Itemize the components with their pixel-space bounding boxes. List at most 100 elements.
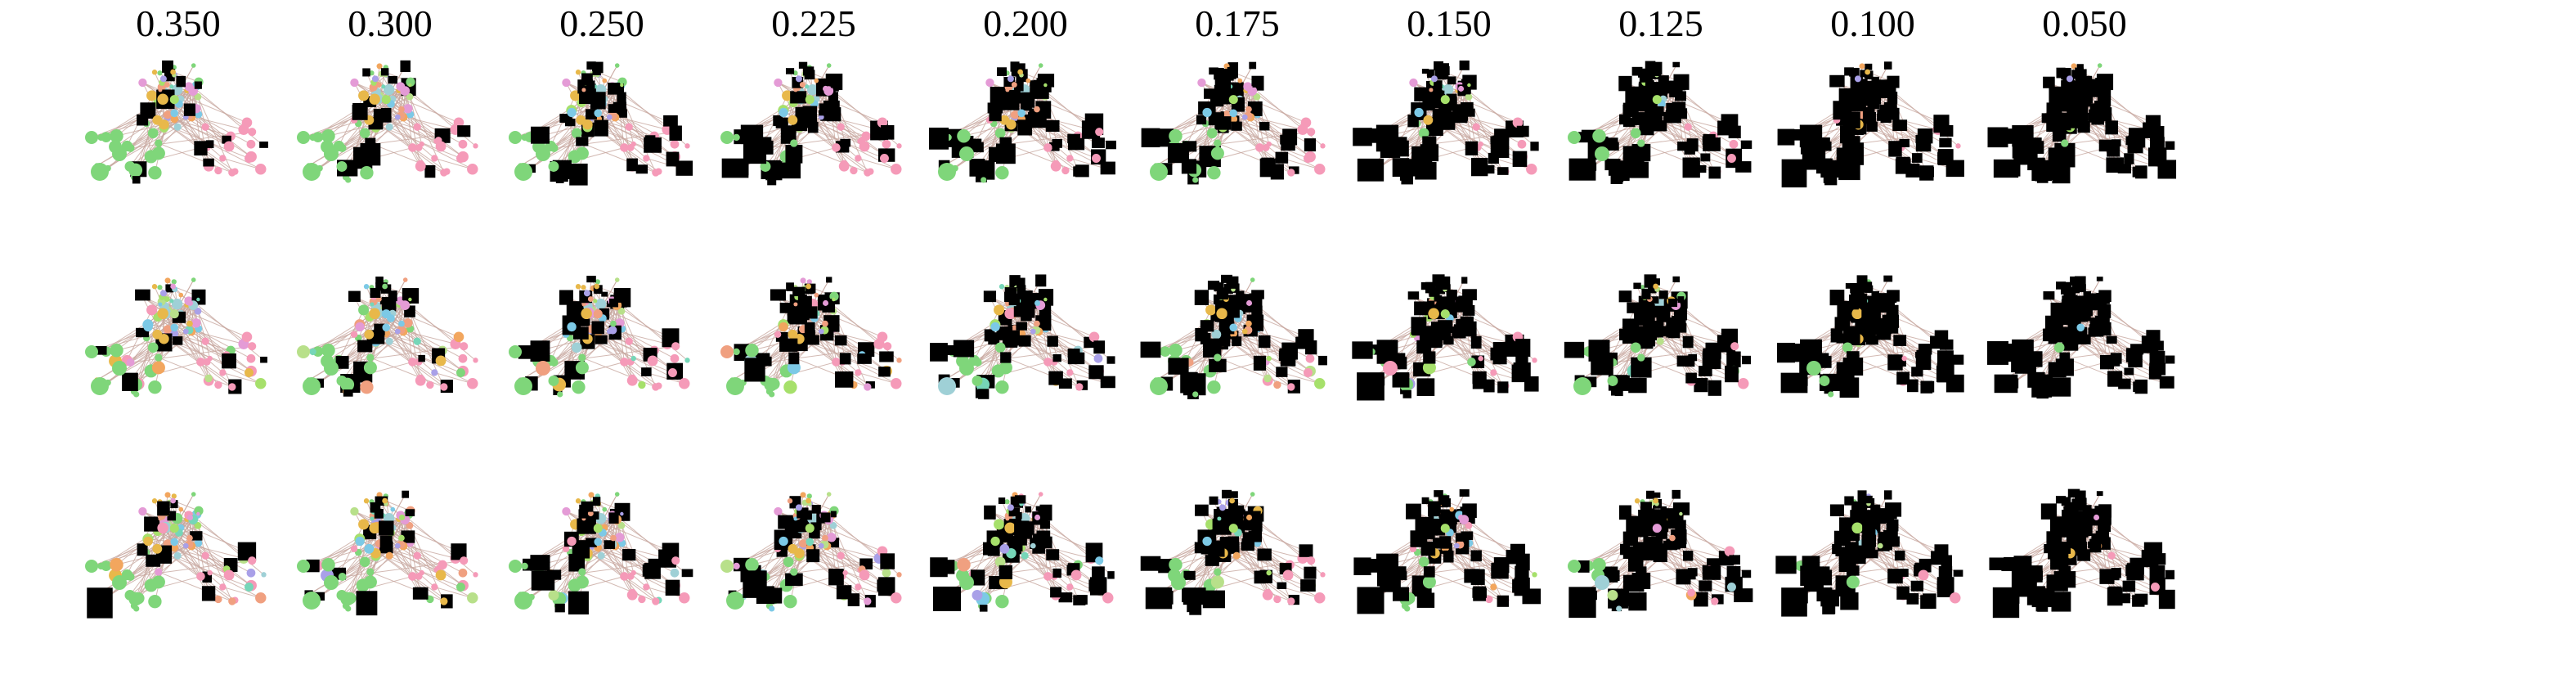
- graph-node: [1066, 155, 1074, 162]
- graph-nodes: [85, 492, 267, 619]
- graph-node: [376, 63, 383, 70]
- graph-node: [148, 595, 162, 609]
- graph-node: [473, 358, 478, 363]
- graph-node: [1314, 378, 1326, 389]
- graph-node: [1458, 85, 1465, 92]
- graph-node: [1211, 329, 1222, 340]
- graph-node: [896, 143, 902, 149]
- graph-node: [366, 353, 375, 362]
- graph-diagram: [720, 61, 902, 186]
- removed-node-square: [581, 73, 593, 86]
- removed-node-square: [1048, 371, 1063, 385]
- graph-nodes: [930, 492, 1115, 612]
- graph-node: [1010, 110, 1020, 119]
- graph-node: [467, 164, 478, 175]
- graph-node: [382, 283, 388, 290]
- removed-node-square: [1252, 80, 1263, 88]
- removed-node-square: [721, 158, 749, 178]
- graph-node: [1038, 492, 1043, 497]
- removed-node-square: [581, 501, 594, 512]
- graph-edge: [1281, 586, 1320, 599]
- graph-node: [413, 551, 421, 560]
- removed-node-square: [343, 389, 353, 397]
- graph-node: [800, 277, 806, 284]
- removed-node-square: [1228, 498, 1238, 510]
- graph-node: [155, 139, 163, 147]
- removed-node-square: [1031, 83, 1043, 92]
- graph-node: [795, 75, 802, 83]
- graph-edge: [397, 545, 442, 576]
- graph-node: [1034, 299, 1041, 306]
- graph-node: [1214, 353, 1222, 362]
- graph-node: [625, 123, 633, 131]
- removed-node-square: [259, 141, 268, 148]
- graph-node: [458, 353, 468, 363]
- graph-nodes: [1353, 60, 1539, 185]
- graph-node: [999, 115, 1010, 125]
- removed-node-square: [237, 542, 257, 561]
- graph-node: [336, 376, 348, 386]
- removed-node-square: [608, 512, 619, 524]
- graph-node: [588, 492, 595, 498]
- graph-node: [581, 88, 586, 92]
- removed-node-square: [617, 295, 626, 303]
- graph-nodes: [1352, 274, 1539, 401]
- graph-node: [670, 353, 680, 363]
- removed-node-square: [379, 520, 394, 536]
- graph-edge: [858, 371, 896, 385]
- removed-node-square: [1277, 582, 1287, 589]
- graph-panel: [504, 49, 700, 245]
- removed-node-square: [1275, 151, 1289, 164]
- graph-nodes: [930, 274, 1115, 399]
- graph-node: [1217, 516, 1222, 521]
- removed-node-square: [1212, 518, 1232, 535]
- graph-node: [321, 557, 335, 572]
- graph-node: [338, 573, 347, 581]
- removed-node-square: [388, 75, 397, 84]
- graph-node: [194, 92, 202, 101]
- graph-node: [509, 560, 522, 573]
- graph-diagram: [297, 277, 478, 397]
- removed-node-square: [1470, 550, 1482, 562]
- removed-node-square: [601, 291, 608, 297]
- graph-node: [1442, 83, 1454, 96]
- graph-node: [158, 302, 163, 307]
- graph-panel: [927, 478, 1124, 674]
- graph-node: [186, 534, 193, 542]
- graph-edge: [523, 555, 602, 601]
- graph-node: [170, 283, 176, 290]
- graph-node: [1465, 521, 1473, 529]
- graph-node: [1034, 514, 1041, 520]
- removed-node-square: [1281, 139, 1295, 151]
- graph-node: [435, 569, 447, 581]
- removed-node-square: [1318, 355, 1327, 366]
- removed-node-square: [1438, 495, 1450, 506]
- graph-node: [1214, 568, 1222, 576]
- removed-node-square: [146, 554, 161, 567]
- graph-node: [408, 572, 417, 581]
- removed-node-square: [1253, 355, 1267, 371]
- graph-edge: [129, 575, 201, 596]
- removed-node-square: [1194, 290, 1209, 305]
- graph-node: [620, 358, 629, 367]
- removed-node-square: [1421, 497, 1429, 505]
- graph-node: [385, 123, 393, 131]
- removed-node-square: [810, 522, 822, 530]
- removed-node-square: [1304, 566, 1317, 579]
- graph-node: [196, 511, 200, 516]
- removed-node-square: [176, 75, 186, 88]
- graph-node: [1404, 605, 1411, 612]
- graph-edge: [820, 116, 865, 147]
- removed-node-square: [1221, 508, 1231, 517]
- graph-node: [169, 524, 179, 533]
- graph-node: [994, 556, 1006, 568]
- removed-node-square: [157, 501, 170, 516]
- graph-node: [896, 358, 902, 363]
- removed-node-square: [801, 306, 818, 319]
- removed-node-square: [1141, 128, 1160, 148]
- graph-node: [147, 128, 159, 139]
- graph-node: [403, 318, 413, 328]
- removed-node-square: [798, 61, 808, 69]
- removed-node-square: [1106, 140, 1116, 150]
- removed-node-square: [779, 338, 798, 352]
